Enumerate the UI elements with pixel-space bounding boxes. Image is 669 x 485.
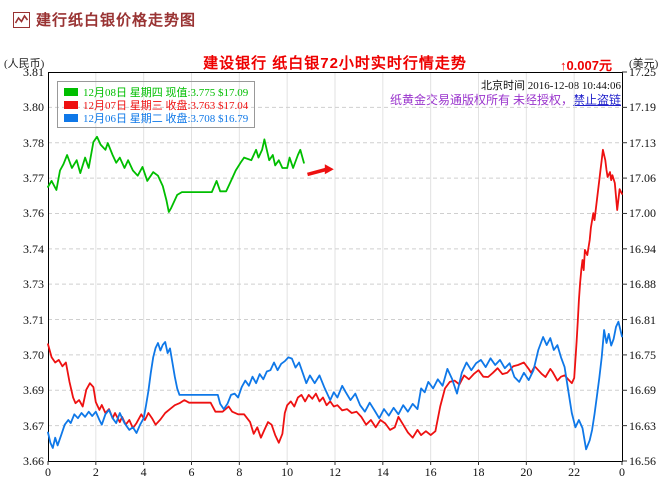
chart-icon <box>13 11 30 28</box>
x-axis-label: 0 <box>45 465 51 479</box>
y-axis-label-right: 16.81 <box>629 312 656 327</box>
price-line-1 <box>47 148 623 444</box>
price-line-2 <box>47 320 623 451</box>
right-axis-unit: (美元) <box>629 58 659 70</box>
y-axis-label-left: 3.69 <box>23 383 44 398</box>
left-axis-unit: (人民币) <box>4 58 45 70</box>
y-axis-label-right: 16.75 <box>629 347 656 362</box>
y-axis-label-left: 3.71 <box>23 312 44 327</box>
y-axis-label-right: 17.13 <box>629 135 656 150</box>
legend-label: 12月06日 星期二 收盘:3.708 $16.79 <box>83 112 249 125</box>
y-axis-label-right: 17.25 <box>629 65 656 79</box>
trend-arrow-shaft <box>307 167 328 177</box>
chart-legend: 12月08日 星期四 现值:3.775 $17.09 12月07日 星期三 收盘:… <box>57 81 256 128</box>
price-change-badge: ↑0.007元 <box>559 58 612 73</box>
legend-label: 12月08日 星期四 现值:3.775 $17.09 <box>83 86 249 99</box>
anti-hotlink-link[interactable]: 禁止盗链 <box>572 93 621 107</box>
legend-label: 12月07日 星期三 收盘:3.763 $17.04 <box>83 99 249 112</box>
x-axis-label: 20 <box>520 465 533 479</box>
y-axis-label-left: 3.67 <box>23 418 44 433</box>
beijing-time: 北京时间 2016-12-08 10:44:06 <box>481 80 621 92</box>
y-axis-label-left: 3.80 <box>23 100 44 115</box>
legend-swatch-icon <box>64 100 78 109</box>
x-axis-label: 16 <box>424 465 437 479</box>
x-axis-label: 2 <box>92 465 99 479</box>
watermark: 纸黄金交易通版权所有 未经授权，禁止盗链 <box>390 91 621 108</box>
legend-item: 12月08日 星期四 现值:3.775 $17.09 <box>64 85 249 99</box>
page-header: 建行纸白银价格走势图 <box>13 9 196 30</box>
x-axis-label: 14 <box>376 465 389 479</box>
legend-item: 12月07日 星期三 收盘:3.763 $17.04 <box>64 98 249 112</box>
x-axis-label: 10 <box>281 465 294 479</box>
x-axis-label: 0 <box>619 465 625 479</box>
y-axis-label-right: 17.00 <box>629 206 656 221</box>
trend-arrow-head <box>324 164 334 175</box>
y-axis-label-left: 3.77 <box>23 171 44 186</box>
y-axis-label-left: 3.70 <box>23 347 44 362</box>
y-axis-label-right: 16.63 <box>629 418 656 433</box>
x-axis-label: 12 <box>329 465 341 479</box>
x-axis-label: 22 <box>568 465 581 479</box>
y-axis-label-left: 3.76 <box>23 206 44 221</box>
y-axis-label-left: 3.73 <box>23 277 44 292</box>
y-axis-label-right: 16.94 <box>629 241 656 256</box>
y-axis-label-left: 3.78 <box>23 135 44 150</box>
x-axis-label: 6 <box>188 465 195 479</box>
y-axis-label-right: 16.88 <box>629 277 656 292</box>
y-axis-label-right: 17.19 <box>629 100 656 115</box>
y-axis-label-left: 3.81 <box>23 65 44 79</box>
x-axis-label: 4 <box>140 465 147 479</box>
legend-swatch-icon <box>64 113 78 122</box>
price-line-0 <box>47 135 305 213</box>
legend-swatch-icon <box>64 87 78 96</box>
watermark-text: 纸黄金交易通版权所有 未经授权， <box>389 93 573 107</box>
x-axis-label: 8 <box>236 465 243 479</box>
y-axis-label-right: 16.56 <box>629 454 656 468</box>
y-axis-label-right: 16.69 <box>629 383 656 398</box>
legend-item: 12月06日 星期二 收盘:3.708 $16.79 <box>64 111 249 125</box>
y-axis-label-right: 17.06 <box>629 171 656 186</box>
y-axis-label-left: 3.66 <box>23 454 44 468</box>
chart-title: 建设银行 纸白银72小时实时行情走势 <box>203 55 467 72</box>
x-axis-label: 18 <box>472 465 485 479</box>
page-title: 建行纸白银价格走势图 <box>36 12 197 29</box>
y-axis-label-left: 3.74 <box>23 241 44 256</box>
